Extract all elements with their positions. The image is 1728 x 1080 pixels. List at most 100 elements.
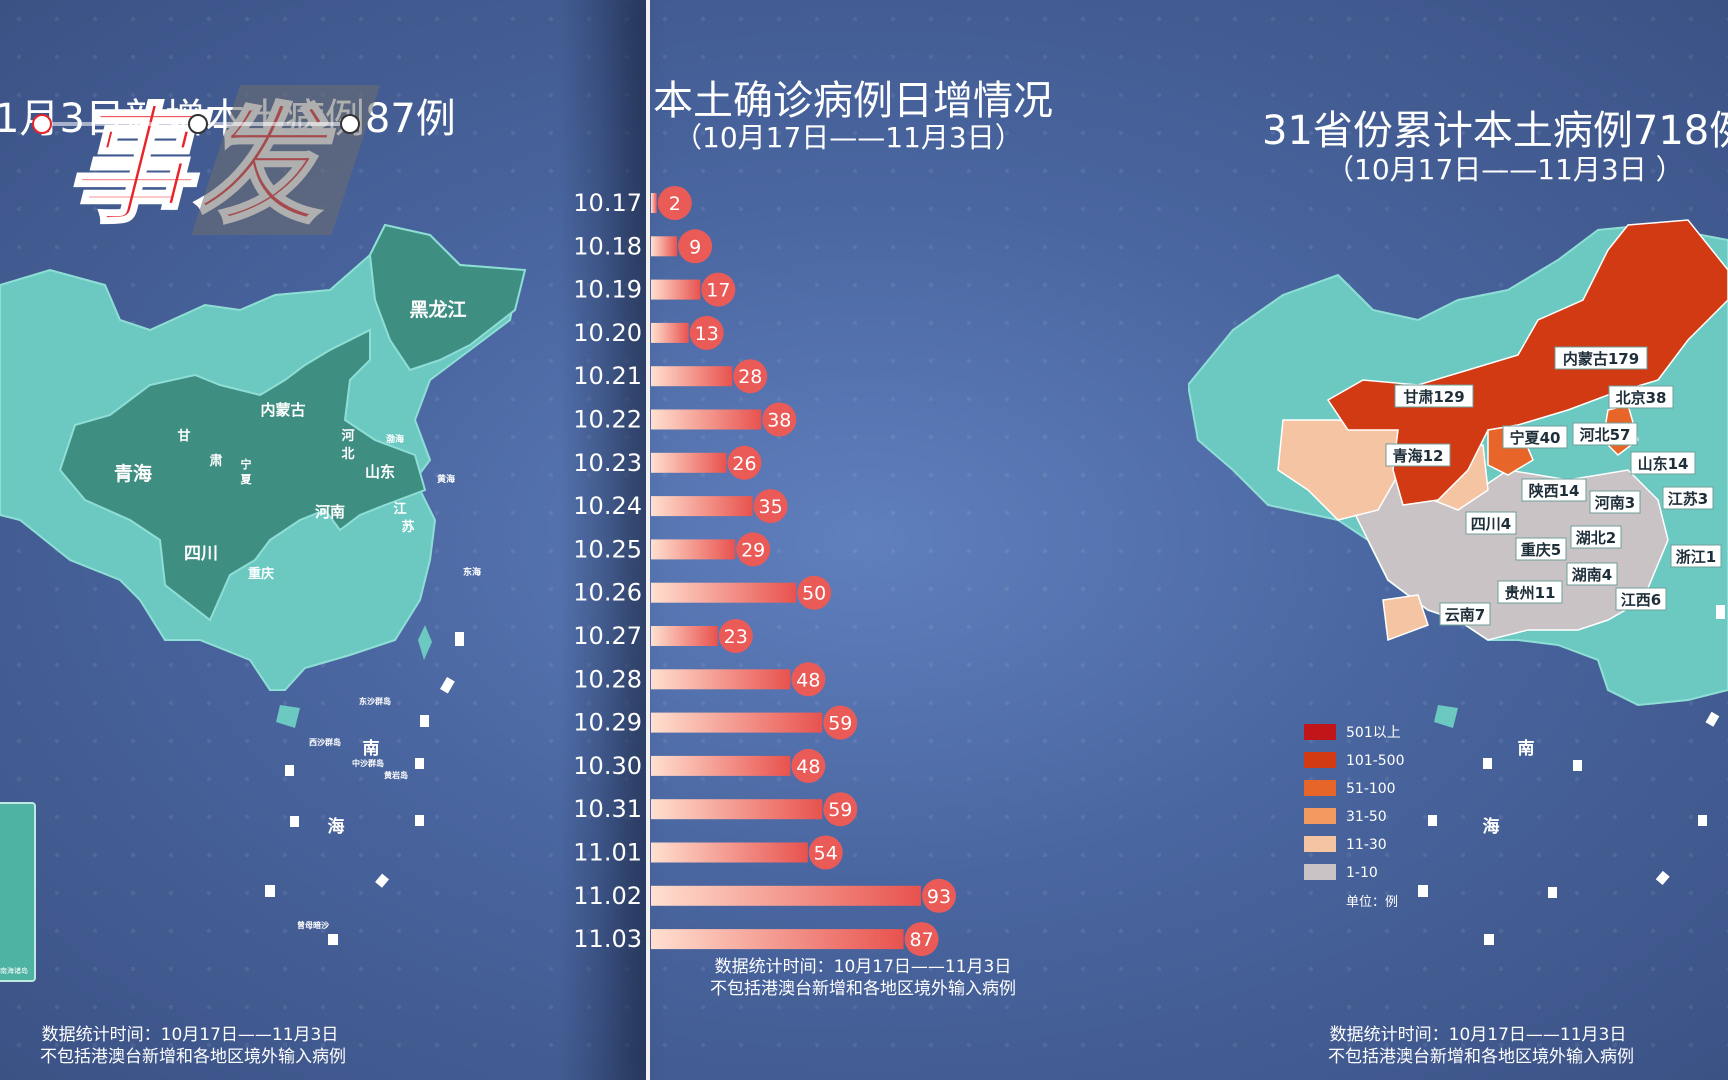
category-label-10.19: 10.19: [573, 276, 642, 304]
label-neimenggu: 内蒙古: [260, 401, 305, 419]
category-label-10.26: 10.26: [573, 579, 642, 607]
value-label-11.02: 93: [927, 886, 951, 908]
region-value-label: 河南3: [1595, 494, 1635, 512]
right-footnote-time: 数据统计时间：10月17日——11月3日: [1329, 1025, 1627, 1045]
panel-shadow: [560, 0, 646, 1080]
value-bubble-10.27: [718, 619, 753, 653]
bar-10.26: [651, 582, 797, 603]
value-label-10.17: 2: [669, 193, 681, 215]
value-label-10.20: 13: [695, 323, 719, 345]
region-value-label: 江西6: [1621, 591, 1661, 609]
legend-swatch: [1304, 724, 1336, 740]
region-value-box: [1554, 346, 1648, 370]
value-label-11.01: 54: [814, 843, 838, 865]
value-bubble-10.22: [762, 402, 797, 437]
category-label-10.18: 10.18: [573, 232, 642, 260]
label-bei: 北: [341, 447, 354, 462]
left-south-sea-inset: 南海诸岛: [0, 802, 36, 982]
legend-label: 31-50: [1346, 809, 1387, 825]
category-label-11.02: 11.02: [573, 882, 642, 910]
right-label-nan: 南: [1518, 738, 1535, 759]
region-value-label: 青海12: [1393, 447, 1444, 465]
category-label-11.01: 11.01: [573, 839, 642, 867]
chart-title: 本土确诊病例日增情况: [653, 78, 1053, 124]
region-value-box: [1521, 478, 1587, 502]
region-value-label: 内蒙古179: [1563, 350, 1639, 368]
region-value-box: [1465, 511, 1517, 535]
bar-11.03: [651, 929, 904, 950]
logo-shifa: 事发: [64, 85, 381, 240]
middle-footnote-time: 数据统计时间：10月17日——11月3日: [714, 957, 1012, 977]
value-label-10.23: 26: [732, 453, 756, 475]
category-label-10.25: 10.25: [573, 535, 642, 563]
value-label-10.25: 29: [741, 539, 765, 561]
value-label-10.24: 35: [759, 496, 783, 518]
region-value-box: [1570, 525, 1622, 549]
right-footnote-note: 不包括港澳台新增和各地区境外输入病例: [1328, 1047, 1634, 1067]
right-title: 31省份累计本土病例718例: [1262, 108, 1728, 154]
value-bubble-10.23: [727, 445, 762, 480]
bar-10.20: [651, 322, 689, 343]
map-legend: 501以上 101-500 51-100 31-50 11-30 1-10: [1304, 724, 1405, 881]
label-donghai: 东海: [463, 566, 481, 578]
label-ning: 宁: [241, 457, 252, 471]
value-label-10.26: 50: [802, 583, 826, 605]
region-value-box: [1439, 602, 1491, 626]
category-label-10.31: 10.31: [573, 795, 642, 823]
value-label-10.22: 38: [767, 410, 791, 432]
region-value-label: 江苏3: [1668, 490, 1708, 508]
value-label-10.21: 28: [738, 366, 762, 388]
play-icon[interactable]: [32, 114, 52, 134]
region-value-label: 陕西14: [1529, 482, 1580, 500]
label-jiang: 江: [393, 501, 406, 517]
left-south-sea-islands: [265, 625, 464, 945]
bar-11.01: [651, 842, 808, 863]
legend-swatch: [1304, 780, 1336, 796]
value-bubble-10.31: [823, 792, 858, 827]
region-value-label: 北京38: [1616, 389, 1667, 407]
value-bubble-10.18: [678, 229, 713, 264]
label-su2: 苏: [401, 519, 414, 535]
middle-panel: 本土确诊病例日增情况 （10月17日——11月3日） 10.17 2 10.18 9 1…: [573, 0, 1188, 1080]
value-bubble-11.02: [922, 878, 956, 913]
label-huanghai: 黄海: [437, 473, 455, 485]
chart-subtitle: （10月17日——11月3日）: [674, 121, 1023, 154]
bar-10.29: [651, 712, 823, 733]
label-hai: 海: [328, 816, 345, 837]
legend-swatch: [1304, 864, 1336, 880]
middle-footnote: 数据统计时间：10月17日——11月3日 不包括港澳台新增和各地区境外输入病例: [678, 956, 1048, 1000]
region-11-30-guizhou: [1382, 594, 1429, 642]
daily-increase-bar-chart: 10.17 2 10.18 9 10.19 17 10.20 13 10.21 28 10.22 38…: [573, 186, 956, 957]
left-panel: 1月3日新增本土病例87例 黑龙江 内蒙古 甘 肃 宁: [0, 0, 648, 1080]
panel-divider: [646, 0, 650, 1080]
right-south-sea-islands: [1418, 605, 1725, 945]
value-label-10.27: 23: [724, 626, 748, 648]
label-zengmu: 曾母暗沙: [297, 920, 329, 930]
value-bubble-10.29: [823, 705, 858, 740]
region-value-label: 浙江1: [1676, 548, 1716, 566]
left-footnote-note: 不包括港澳台新增和各地区境外输入病例: [40, 1047, 346, 1067]
legend-label: 501以上: [1346, 725, 1401, 741]
region-value-label: 宁夏40: [1510, 429, 1561, 447]
category-label-10.29: 10.29: [573, 709, 642, 737]
label-he: 河: [341, 428, 354, 444]
repeat-icon[interactable]: [340, 114, 360, 134]
label-bohai: 渤海: [386, 433, 404, 445]
value-label-10.30: 48: [796, 756, 820, 778]
region-value-label: 重庆5: [1521, 541, 1561, 559]
value-bubble-10.25: [736, 532, 771, 567]
bar-10.28: [651, 669, 791, 690]
left-footnote-time: 数据统计时间：10月17日——11月3日: [41, 1025, 339, 1045]
rewind-icon[interactable]: [188, 114, 208, 134]
right-subtitle: （10月17日——11月3日 ）: [1326, 153, 1684, 186]
value-bubble-10.19: [701, 272, 736, 307]
bar-10.31: [651, 799, 823, 820]
bar-10.21: [651, 366, 733, 387]
label-shandong: 山东: [365, 463, 395, 481]
label-sichuan: 四川: [184, 544, 218, 564]
label-zhongsha: 中沙群岛: [352, 758, 384, 768]
region-value-box: [1670, 544, 1722, 568]
left-footnote: 数据统计时间：10月17日——11月3日 不包括港澳台新增和各地区境外输入病例: [40, 1024, 346, 1068]
label-qinghai: 青海: [114, 462, 152, 485]
category-label-10.30: 10.30: [573, 752, 642, 780]
